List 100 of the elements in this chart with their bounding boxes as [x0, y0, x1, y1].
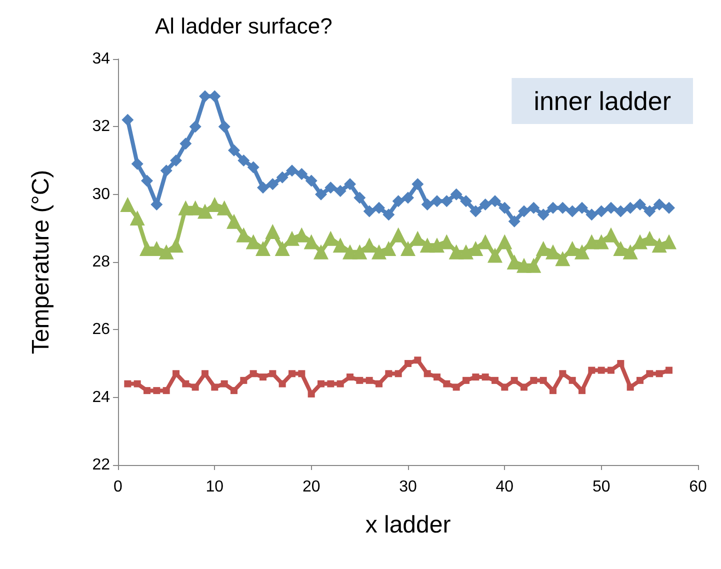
point [617, 360, 624, 367]
point [501, 384, 508, 391]
y-tick-label: 34 [92, 50, 110, 68]
point [144, 387, 150, 394]
x-tick-label: 20 [302, 478, 320, 496]
point [390, 227, 406, 242]
point [168, 238, 184, 253]
point [520, 384, 528, 391]
x-tick-label: 50 [592, 478, 610, 496]
point [218, 120, 230, 133]
y-tick-label: 26 [92, 321, 110, 338]
point [228, 144, 240, 156]
point [131, 158, 144, 170]
point [189, 120, 202, 133]
point [646, 370, 654, 378]
point [536, 240, 551, 256]
point [298, 370, 306, 378]
point [392, 195, 404, 208]
point [269, 370, 276, 378]
point [468, 240, 484, 256]
point [334, 184, 346, 197]
y-tick-label: 24 [92, 388, 110, 406]
point [198, 204, 212, 219]
point [462, 376, 470, 384]
point [385, 370, 392, 378]
point [207, 196, 222, 212]
point [296, 168, 308, 180]
point [120, 196, 136, 212]
point [443, 380, 450, 388]
point [323, 230, 338, 246]
point [332, 238, 348, 253]
point [226, 214, 242, 229]
point [566, 205, 578, 218]
point [362, 238, 377, 253]
point [352, 244, 368, 260]
point [257, 182, 269, 194]
point [540, 376, 547, 384]
chart-title: Al ladder surface? [155, 14, 332, 38]
point [424, 370, 431, 378]
point [412, 178, 424, 190]
point [414, 356, 422, 364]
point [278, 380, 286, 388]
x-tick-label: 60 [689, 478, 707, 496]
point [153, 387, 160, 394]
point [400, 240, 416, 256]
point [220, 380, 228, 388]
annotation: inner ladder [534, 86, 672, 116]
point [122, 114, 134, 126]
point [346, 374, 354, 381]
point [594, 234, 609, 250]
point [404, 360, 412, 367]
point [431, 195, 443, 208]
point [288, 370, 296, 378]
point [327, 380, 334, 388]
point [586, 208, 598, 221]
y-axis-title: Temperature (°C) [28, 170, 54, 354]
point [488, 248, 502, 263]
point [366, 376, 373, 384]
point [421, 198, 434, 210]
point [246, 234, 261, 250]
point [506, 254, 522, 270]
point [595, 205, 608, 218]
point [528, 202, 540, 214]
point [236, 227, 252, 242]
point [644, 205, 656, 218]
point [276, 171, 288, 184]
point [192, 384, 199, 391]
point [238, 154, 250, 166]
point [315, 188, 327, 200]
point [574, 244, 590, 260]
point [530, 376, 538, 384]
point [555, 251, 570, 266]
point [373, 202, 385, 214]
point [160, 164, 172, 177]
point [216, 200, 232, 216]
point [182, 380, 190, 388]
point [547, 202, 559, 214]
point [634, 198, 646, 210]
point [211, 384, 218, 391]
point [274, 240, 290, 256]
point [452, 384, 460, 391]
point [170, 154, 182, 166]
point [308, 390, 315, 398]
point [568, 376, 576, 384]
point [632, 234, 648, 250]
point [172, 370, 180, 378]
point [260, 374, 266, 381]
point [608, 366, 614, 374]
x-tick-label: 0 [114, 478, 123, 496]
point [498, 202, 511, 214]
point [598, 366, 605, 374]
y-tick-label: 28 [92, 254, 110, 270]
point [250, 370, 257, 378]
point [286, 164, 298, 177]
point [559, 370, 566, 378]
point [450, 188, 462, 200]
point [199, 90, 211, 102]
point [354, 192, 366, 204]
point [460, 195, 472, 208]
point [489, 195, 501, 208]
